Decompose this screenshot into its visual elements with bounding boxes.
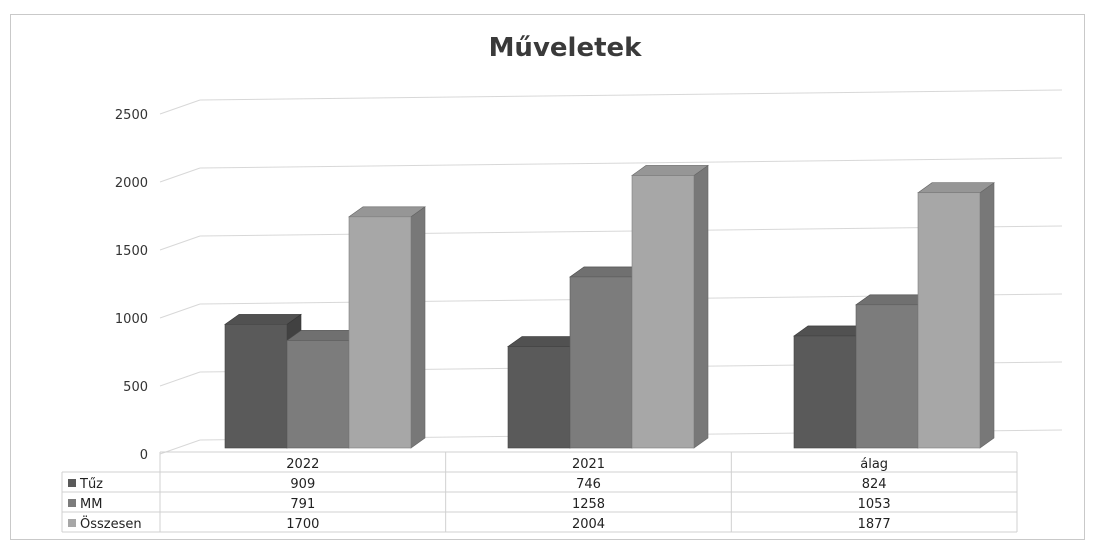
x-tick-label: 2022 — [286, 457, 319, 472]
gridline — [199, 157, 1063, 169]
bar-front — [348, 216, 412, 449]
bar-front — [507, 346, 571, 449]
gridline-depth — [159, 99, 201, 115]
x-tick-label: álag — [860, 457, 888, 472]
gridline-depth — [159, 167, 201, 183]
bar-top — [348, 206, 426, 218]
bar-Összesen-2021 — [631, 164, 709, 449]
legend-swatch — [68, 519, 76, 527]
gridline-depth — [159, 303, 201, 319]
legend-swatch — [68, 499, 76, 507]
bar-side — [979, 182, 995, 449]
data-label: 791 — [290, 497, 315, 512]
gridline — [199, 89, 1063, 101]
y-tick-label: 0 — [140, 448, 148, 463]
x-tick-label: 2021 — [572, 457, 605, 472]
y-tick-label: 1500 — [115, 244, 148, 259]
bar-front — [224, 324, 288, 449]
bar-Összesen-2022 — [348, 206, 426, 449]
data-label: 1258 — [572, 497, 605, 512]
bar-front — [286, 340, 350, 449]
bars — [224, 164, 995, 449]
data-label: 1877 — [858, 517, 891, 532]
y-tick-label: 2500 — [115, 108, 148, 123]
gridline-depth — [159, 235, 201, 251]
bar-top — [224, 314, 302, 325]
gridline-depth — [159, 371, 201, 387]
data-label: 746 — [576, 477, 601, 492]
data-label: 909 — [290, 477, 315, 492]
y-axis-ticks: 0 500 1000 1500 2000 2500 — [115, 108, 148, 463]
data-label: 1053 — [858, 497, 891, 512]
y-tick-label: 2000 — [115, 176, 148, 191]
chart-title: Műveletek — [489, 33, 643, 63]
bar-top — [631, 165, 709, 176]
data-table: 2022 2021 álag Tűz 909 746 824 MM 791 1258 1053 Öss… — [61, 451, 1018, 533]
bar-front — [569, 276, 633, 449]
data-label: 824 — [862, 477, 887, 492]
bar-front — [793, 335, 857, 449]
bar-front — [855, 304, 919, 449]
legend-swatch — [68, 479, 76, 487]
data-label: 1700 — [286, 517, 319, 532]
y-tick-label: 1000 — [115, 312, 148, 327]
bar-side — [410, 206, 426, 449]
bar-side — [693, 164, 709, 449]
legend-label: MM — [80, 497, 102, 512]
y-tick-label: 500 — [123, 380, 148, 395]
data-label: 2004 — [572, 517, 605, 532]
bar-top — [917, 182, 995, 194]
legend-label: Tűz — [79, 477, 103, 492]
bar-Összesen-álag — [917, 182, 995, 449]
bar-front — [917, 192, 981, 449]
bar-front — [631, 175, 695, 449]
legend-label: Összesen — [80, 515, 142, 532]
